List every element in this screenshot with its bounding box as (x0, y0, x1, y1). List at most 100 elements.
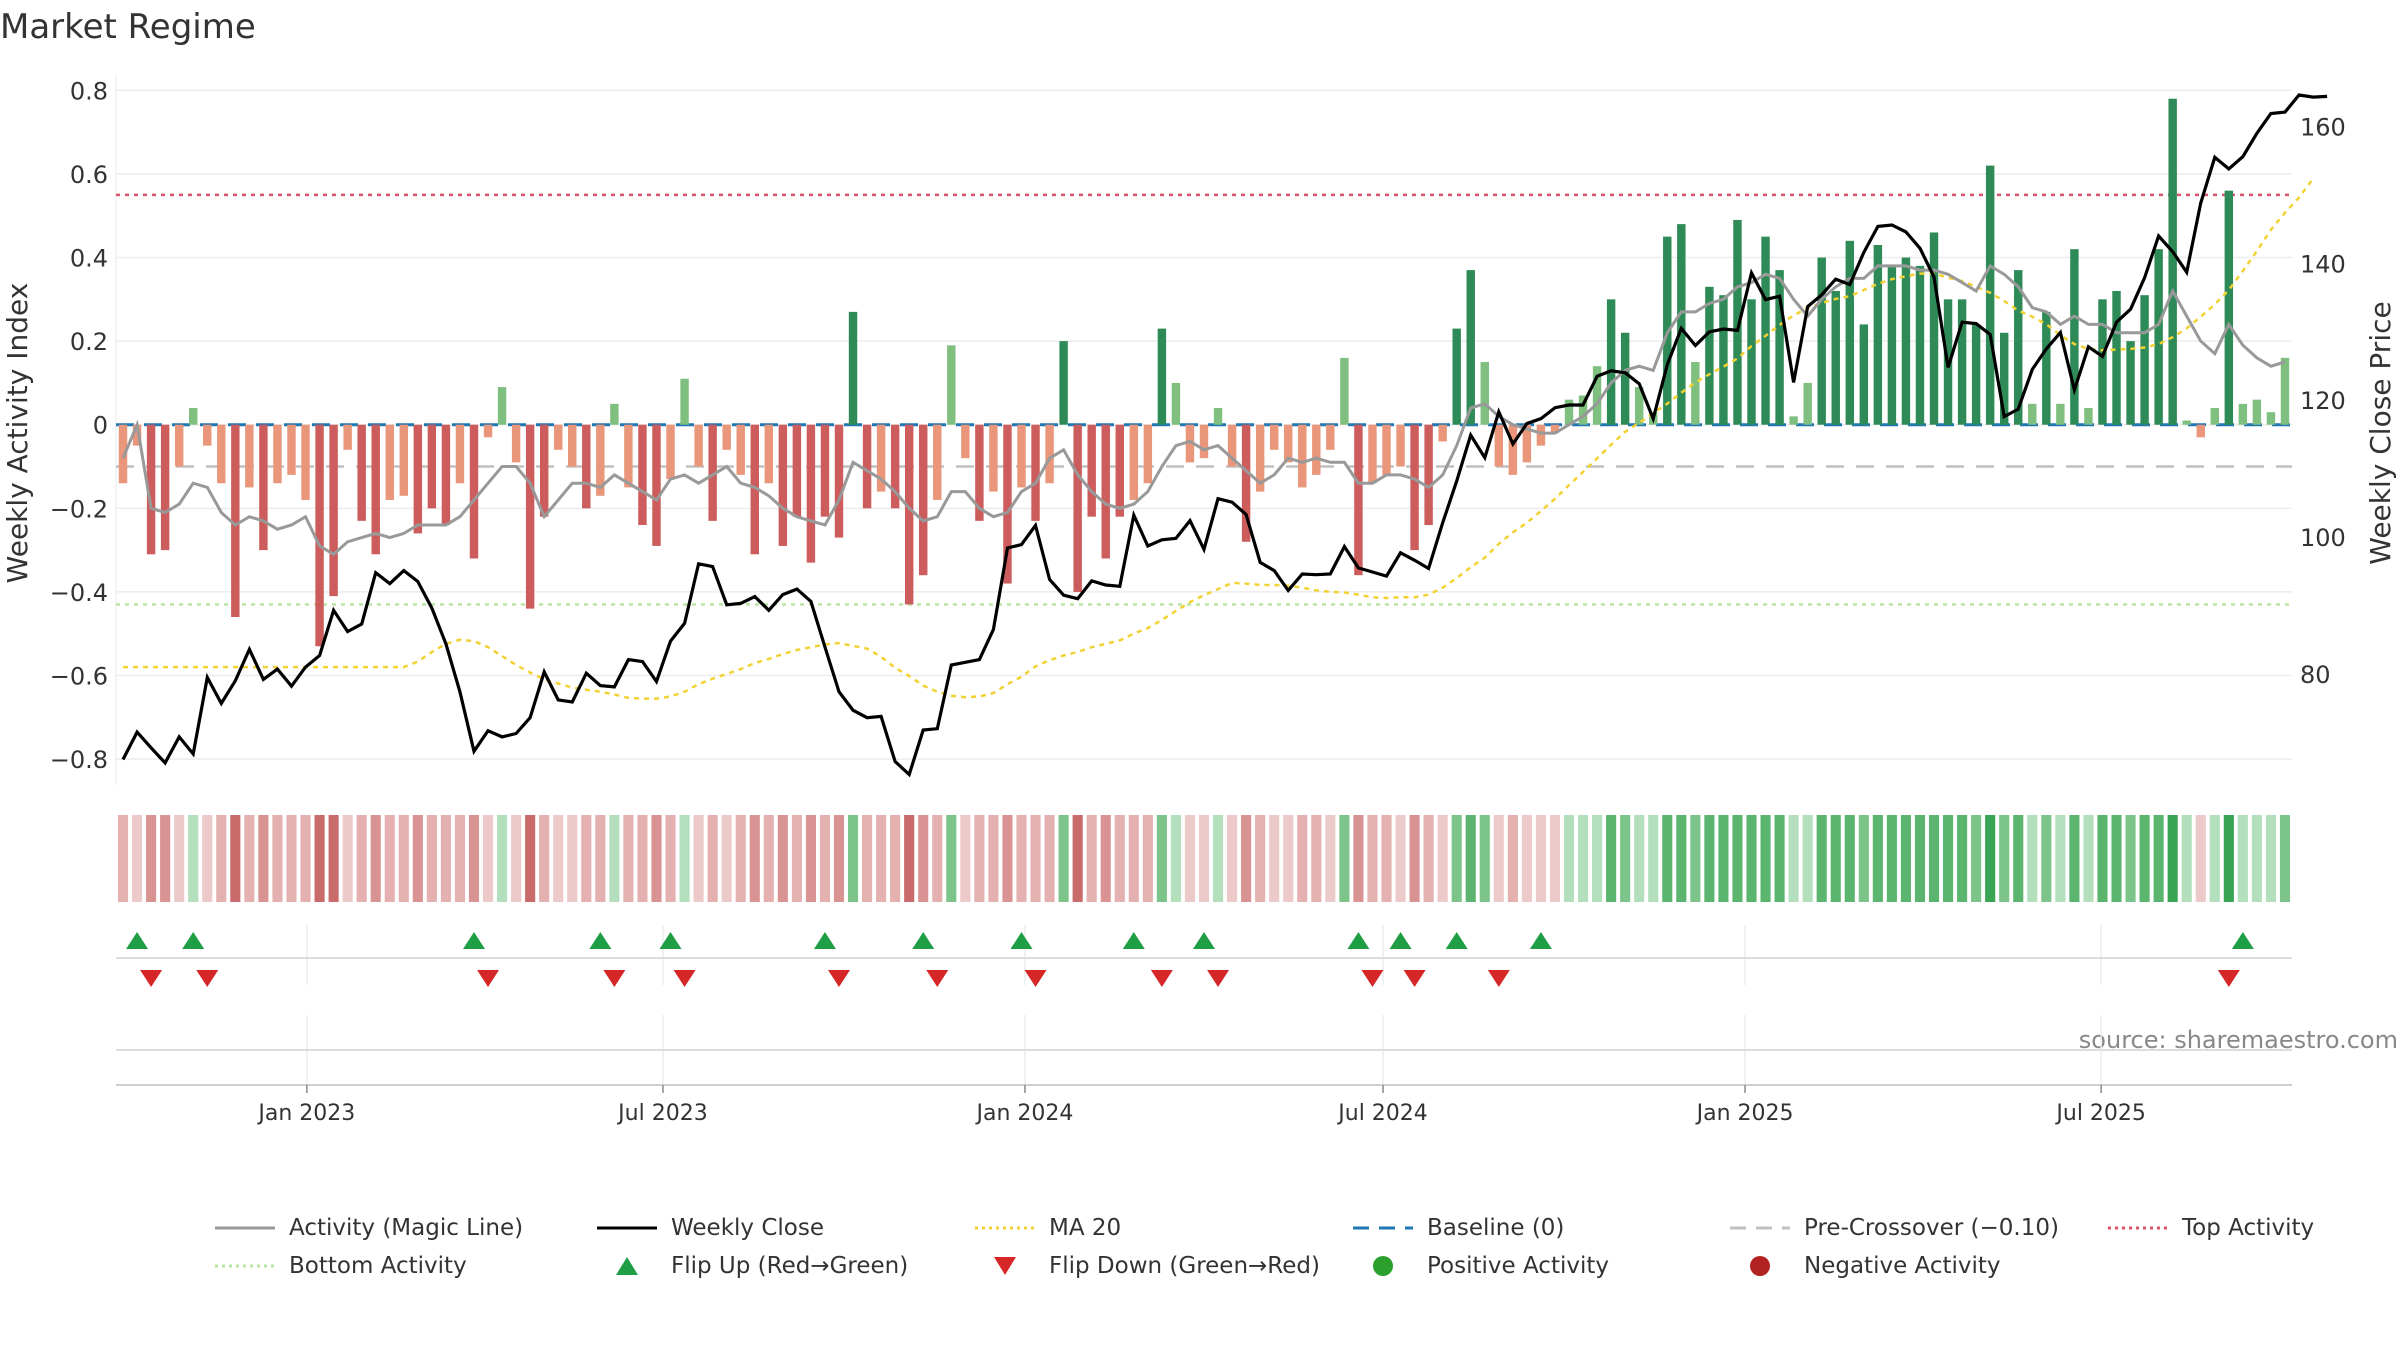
activity-bar (1241, 424, 1251, 542)
regime-cell (1999, 815, 2010, 902)
regime-cell (2223, 815, 2234, 902)
regime-cell (609, 815, 620, 902)
regime-cell (539, 815, 550, 902)
activity-bar (455, 424, 465, 484)
green-dot-icon (1373, 1256, 1393, 1276)
activity-bar (525, 424, 535, 609)
y2-axis-label: Weekly Close Price (2364, 301, 2397, 564)
activity-bar (1298, 424, 1307, 488)
activity-bar (2168, 98, 2177, 425)
legend-label: Negative Activity (1804, 1253, 2001, 1279)
activity-bar (2056, 403, 2065, 425)
red-dot-icon (1750, 1256, 1770, 1276)
regime-cell (454, 815, 466, 902)
activity-bar (427, 424, 437, 509)
activity-bar (764, 424, 774, 484)
regime-cell (553, 815, 564, 902)
regime-cell (2055, 815, 2066, 902)
y2-tick-label: 80 (2300, 661, 2331, 689)
activity-bar (273, 424, 282, 484)
flip-up-marker (2231, 932, 2254, 949)
activity-bar (834, 424, 844, 538)
activity-bar (2252, 399, 2262, 425)
legend-item-negative-activity: Negative Activity (1730, 1248, 2001, 1284)
activity-bar (694, 424, 703, 467)
regime-cell (1788, 815, 1799, 902)
regime-cell (1704, 815, 1715, 902)
regime-cell (1535, 815, 1546, 902)
activity-bar (1157, 328, 1167, 425)
flip-down-marker (1207, 970, 1230, 987)
regime-cell (1690, 815, 1701, 902)
legend-item-top-activity: Top Activity (2108, 1210, 2314, 1246)
regime-cell (202, 815, 213, 902)
activity-bar (1677, 224, 1686, 425)
activity-bar (413, 424, 423, 534)
regime-cell (342, 815, 353, 902)
regime-cell (932, 815, 943, 902)
regime-cell (230, 815, 241, 902)
activity-bar (2224, 190, 2234, 425)
activity-bar (1410, 424, 1419, 551)
activity-bar (1466, 270, 1475, 425)
y-axis-label: Weekly Activity Index (1, 283, 34, 584)
activity-bar (1747, 299, 1756, 425)
x-axis: Jan 2023 Jul 2023 Jan 2024 Jul 2024 Jan 2025… (116, 1049, 2292, 1126)
regime-cell (1030, 815, 1041, 902)
activity-bar (1003, 424, 1012, 584)
regime-cell (1606, 815, 1617, 902)
regime-cell (581, 815, 592, 902)
regime-cell (2083, 815, 2094, 902)
activity-bar (2154, 249, 2163, 425)
regime-cell (2265, 815, 2276, 902)
legend-item-pre-crossover: Pre-Crossover (−0.10) (1730, 1210, 2059, 1246)
legend-item-baseline: Baseline (0) (1353, 1210, 1564, 1246)
activity-bar (2126, 341, 2135, 425)
regime-cell (1325, 815, 1336, 902)
activity-bar (919, 424, 928, 576)
regime-cell (1002, 815, 1013, 902)
regime-cell (426, 815, 437, 902)
triangle-down-icon (994, 1257, 1016, 1275)
activity-bar (1522, 424, 1532, 463)
flip-up-marker (813, 932, 836, 949)
activity-bar (582, 424, 591, 509)
regime-cell (2111, 815, 2122, 902)
activity-bar (259, 424, 268, 551)
regime-cell (1423, 815, 1434, 902)
activity-bar (904, 424, 914, 605)
y-axis: 0.8 0.6 0.4 0.2 0 −0.2 −0.4 −0.6 −0.8 (50, 77, 108, 774)
regime-cell (763, 815, 774, 902)
activity-bar (189, 408, 198, 425)
flip-down-marker (2217, 970, 2240, 987)
activity-bar (1508, 424, 1518, 475)
activity-bar (2196, 424, 2205, 438)
regime-cell (862, 815, 873, 902)
activity-bar (301, 424, 310, 500)
regime-cell (1718, 815, 1729, 902)
regime-cell (1395, 815, 1406, 902)
y2-tick-label: 120 (2300, 387, 2346, 415)
flip-up-marker (1347, 932, 1370, 949)
activity-bar (933, 424, 942, 500)
regime-cell (1283, 815, 1294, 902)
activity-bar (371, 424, 380, 555)
regime-cell (468, 815, 480, 902)
regime-cell (1044, 815, 1055, 902)
activity-bar (483, 424, 493, 438)
activity-bar (1031, 424, 1040, 521)
regime-cell (1156, 815, 1167, 902)
activity-bar (2084, 408, 2093, 425)
regime-cell (890, 815, 901, 902)
regime-cell (1563, 815, 1575, 902)
activity-bar (1817, 257, 1826, 425)
activity-bar (399, 424, 409, 496)
regime-cell (1198, 815, 1210, 902)
y2-tick-label: 100 (2300, 524, 2346, 552)
activity-bar (1845, 240, 1854, 425)
regime-cell (2125, 815, 2136, 902)
regime-cell (1886, 815, 1897, 902)
regime-cell (833, 815, 845, 902)
y-tick-label: −0.8 (50, 746, 108, 774)
